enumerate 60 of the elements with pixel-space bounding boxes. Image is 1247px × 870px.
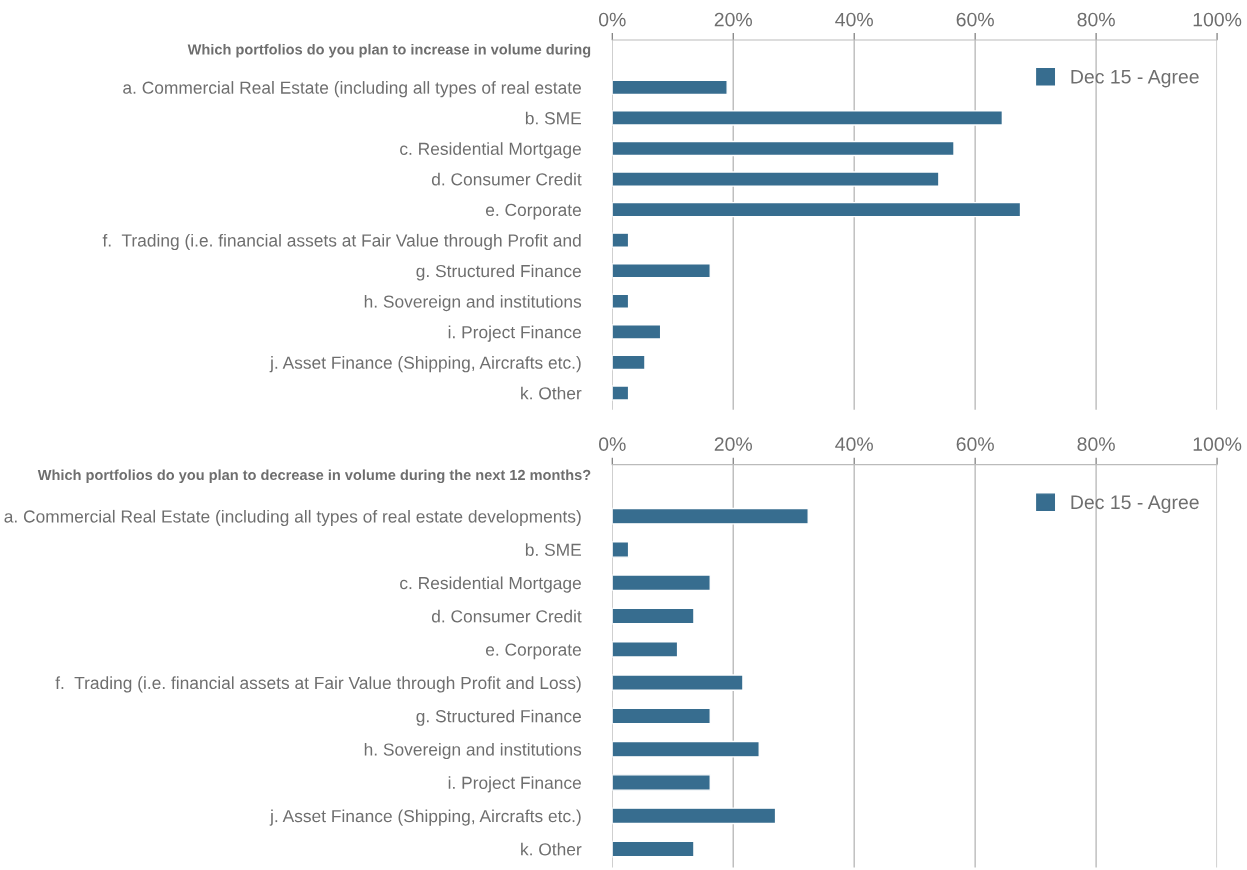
bar [612, 263, 711, 279]
bar [612, 354, 646, 371]
x-tick-label: 60% [956, 437, 994, 452]
y-tick-label: c. Residential Mortgage [400, 142, 581, 159]
x-tick-label: 0% [598, 437, 626, 452]
x-tick-label: 100% [1193, 437, 1242, 452]
y-tick-label: a. Commercial Real Estate (including all types of real estate [123, 81, 581, 98]
x-tick-label: 0% [598, 12, 626, 27]
bar [612, 171, 940, 187]
y-tick-label: i. Project Finance [448, 325, 581, 342]
y-tick-label: f. Trading (i.e. financial assets at Fair Value through Profit and [102, 233, 581, 251]
legend-label: Dec 15 - Agree [1071, 70, 1199, 88]
x-tick-label: 100% [1193, 12, 1242, 27]
y-tick-label: k. Other [521, 386, 582, 400]
y-tick-label: k. Other [521, 842, 582, 856]
y-tick-label: a. Commercial Real Estate (including all types of real estate developments) [4, 509, 581, 527]
text: Which portfolios do you plan to decrease in volume during the next 12 months? [37, 469, 591, 484]
y-tick-label: f. Trading (i.e. financial assets at Fair Value through Profit and Loss) [55, 676, 581, 693]
bar [612, 79, 728, 96]
y-tick-label: e. Corporate [485, 203, 581, 220]
bar [612, 541, 630, 558]
bar [612, 110, 1004, 126]
bar [612, 507, 809, 525]
bar [612, 774, 711, 791]
y-tick-label: h. Sovereign and institutions [364, 295, 582, 312]
bar [612, 640, 679, 658]
y-tick-label: b. SME [525, 111, 581, 125]
y-tick-label: j. Asset Finance (Shipping, Aircrafts etc.) [269, 809, 581, 826]
bar [612, 385, 630, 401]
bar [612, 232, 630, 248]
y-tick-label: b. SME [525, 543, 581, 556]
x-tick-label: 40% [835, 437, 873, 452]
bar [612, 140, 955, 157]
x-tick-label: 80% [1077, 12, 1115, 27]
y-tick-label: i. Project Finance [448, 776, 581, 793]
x-tick-label: 40% [835, 12, 873, 27]
x-tick-label: 80% [1077, 437, 1115, 452]
y-tick-label: j. Asset Finance (Shipping, Aircrafts etc.) [269, 356, 581, 373]
x-tick-label: 60% [956, 12, 994, 27]
y-tick-label: d. Consumer Credit [431, 609, 582, 623]
bar [612, 674, 744, 691]
x-tick-label: 20% [714, 12, 752, 27]
bar [612, 293, 630, 310]
y-tick-label: e. Corporate [485, 643, 581, 660]
bar [612, 840, 695, 858]
y-tick-label: g. Structured Finance [416, 709, 581, 726]
y-tick-label: d. Consumer Credit [431, 172, 582, 186]
bar [612, 707, 711, 725]
bar [612, 574, 711, 592]
bar [612, 807, 777, 825]
bar [612, 740, 760, 758]
y-tick-label: h. Sovereign and institutions [364, 742, 582, 760]
y-tick-label: c. Residential Mortgage [400, 576, 581, 593]
legend-label: Dec 15 - Agree [1071, 495, 1199, 513]
x-tick-label: 20% [714, 437, 752, 452]
text: Which portfolios do you plan to increase in volume during [187, 43, 591, 58]
y-tick-label: g. Structured Finance [416, 264, 581, 281]
bar [612, 607, 695, 625]
bar [612, 324, 662, 340]
bar [612, 201, 1022, 218]
